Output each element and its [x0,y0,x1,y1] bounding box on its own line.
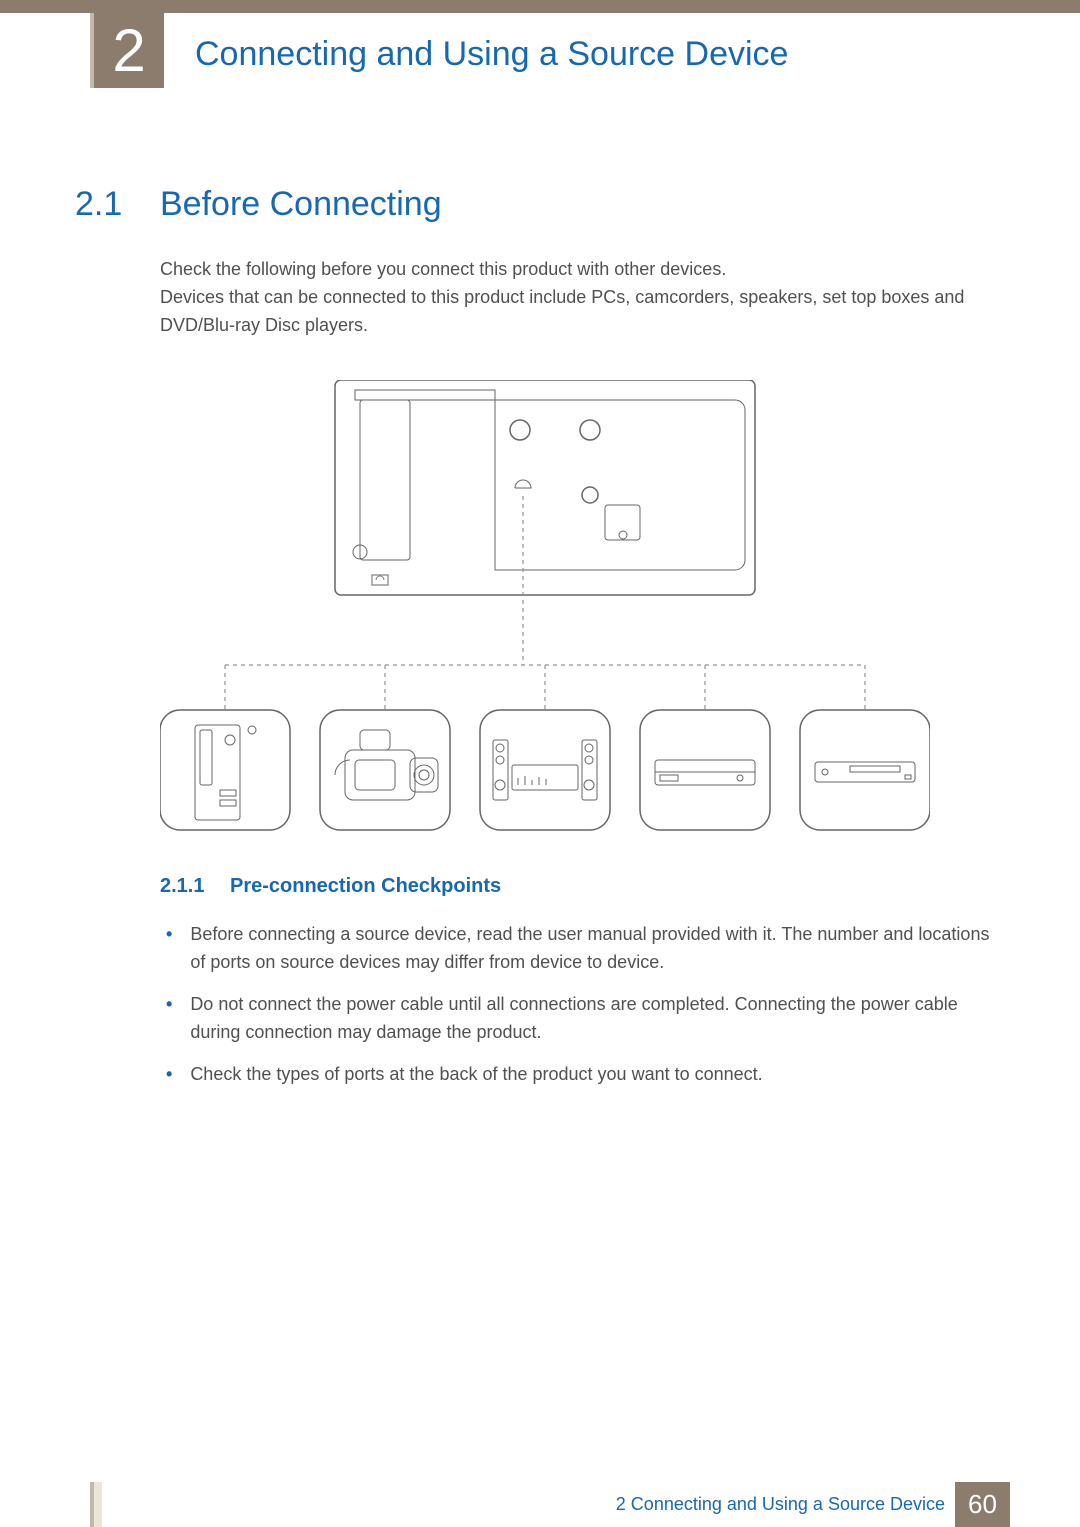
list-item: • Check the types of ports at the back o… [160,1060,990,1088]
bullet-text: Do not connect the power cable until all… [190,990,990,1046]
list-item: • Before connecting a source device, rea… [160,920,990,976]
footer-left-rail-light [94,1482,102,1527]
bullet-icon: • [166,1060,172,1088]
footer-page-number: 60 [955,1482,1010,1527]
bullet-text: Before connecting a source device, read … [190,920,990,976]
speakers-amp-icon [493,740,597,800]
subsection-title: Pre-connection Checkpoints [230,875,501,898]
camcorder-icon [335,730,438,800]
bullet-list: • Before connecting a source device, rea… [160,920,990,1102]
subsection-number: 2.1.1 [160,875,204,898]
bullet-icon: • [166,920,172,976]
section-title: Before Connecting [160,185,442,224]
chapter-title: Connecting and Using a Source Device [195,35,788,74]
product-back-outline [335,380,755,595]
bullet-text: Check the types of ports at the back of … [190,1060,990,1088]
chapter-number-badge: 2 [94,13,164,88]
section-intro-paragraph: Check the following before you connect t… [160,255,990,339]
bullet-icon: • [166,990,172,1046]
connection-lines [225,496,865,710]
page-root: 2 Connecting and Using a Source Device 2… [0,0,1080,1527]
dvd-player-icon [815,762,915,782]
section-number: 2.1 [75,185,122,224]
header-bar [0,0,1080,13]
footer-chapter-text: 2 Connecting and Using a Source Device [616,1494,945,1515]
list-item: • Do not connect the power cable until a… [160,990,990,1046]
pc-tower-icon [195,725,256,820]
settop-box-icon [655,760,755,785]
connection-diagram [160,380,930,840]
